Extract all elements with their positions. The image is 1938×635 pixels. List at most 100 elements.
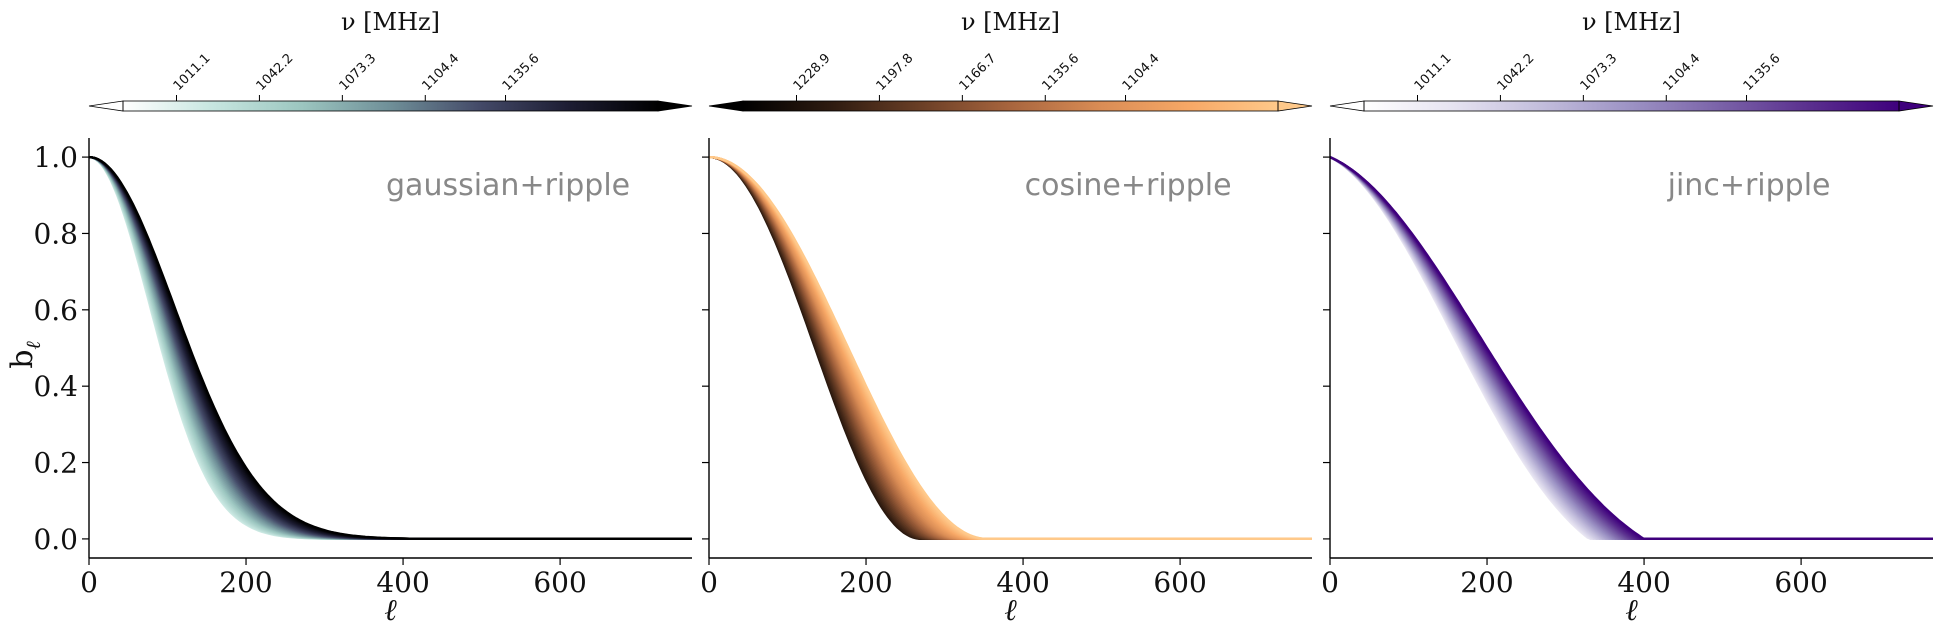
series-line: [708, 156, 1312, 540]
x-tick-label: 600: [533, 566, 586, 599]
series-line: [708, 156, 1312, 540]
series-line: [708, 156, 1312, 540]
series-line: [708, 156, 1312, 540]
x-tick-label: 400: [1617, 566, 1670, 599]
series-line: [1329, 156, 1933, 540]
series-line: [1329, 156, 1933, 540]
series-line: [1329, 156, 1933, 540]
series-line: [708, 156, 1312, 540]
x-axis-label: ℓ: [384, 593, 397, 628]
series-line: [708, 156, 1312, 540]
series-line: [708, 156, 1312, 540]
series-line: [708, 156, 1312, 540]
series-line: [708, 156, 1312, 540]
series-line: [1329, 156, 1933, 540]
x-tick-label: 400: [996, 566, 1049, 599]
x-tick-label: 200: [219, 566, 272, 599]
colorbar: 1011.1 1042.2 1073.3 1104.4 1135.6 ν [MHz]: [1329, 8, 1934, 112]
y-tick-label: 0.6: [33, 294, 78, 327]
x-tick-label: 600: [1774, 566, 1827, 599]
y-tick-label: 1.0: [33, 141, 78, 174]
colorbar-tick-label: 1104.4: [419, 51, 462, 94]
colorbar-tick-label: 1073.3: [337, 51, 380, 94]
colorbar-tick-label: 1104.4: [1660, 51, 1703, 94]
series-line: [708, 156, 1312, 540]
y-tick-label: 0.8: [33, 217, 78, 250]
y-tick-label: 0.0: [33, 523, 78, 556]
series-line: [1329, 156, 1933, 540]
x-tick-label: 0: [80, 566, 98, 599]
colorbar-body: [1364, 101, 1899, 111]
series-line: [1329, 156, 1933, 540]
series-line: [1329, 156, 1933, 540]
colorbar-body: [743, 101, 1278, 111]
panel-jinc: 0 200 400 600 ℓ jinc+ripple 1011.1 1042.2 1073.3…: [1321, 8, 1934, 628]
series-line: [1329, 156, 1933, 540]
curve-group: [708, 156, 1312, 540]
series-line: [708, 156, 1312, 540]
colorbar-extend-left: [1329, 100, 1365, 112]
y-tick-label: 0.4: [33, 370, 78, 403]
series-line: [1329, 156, 1933, 540]
colorbar-tick-label: 1135.6: [1039, 51, 1082, 94]
colorbar-extend-right: [1277, 100, 1313, 112]
colorbar-tick-label: 1197.8: [874, 51, 917, 94]
x-axis-label: ℓ: [1625, 593, 1638, 628]
series-line: [708, 156, 1312, 540]
x-tick-label: 0: [1321, 566, 1339, 599]
colorbar-tick-label: 1135.6: [1741, 51, 1784, 94]
y-axis-label: bℓ: [5, 341, 45, 369]
x-tick-label: 0: [700, 566, 718, 599]
colorbar-extend-left: [708, 100, 744, 112]
series-line: [708, 156, 1312, 540]
colorbar-tick-label: 1166.7: [957, 51, 1000, 94]
series-line: [708, 156, 1312, 540]
series-line: [708, 156, 1312, 540]
series-line: [708, 156, 1312, 540]
series-line: [1329, 156, 1933, 540]
series-line: [708, 156, 1312, 540]
series-line: [1329, 156, 1933, 540]
series-line: [708, 156, 1312, 540]
colorbar-frame: [122, 100, 659, 112]
series-line: [1329, 156, 1933, 540]
series-line: [1329, 156, 1933, 540]
colorbar-extend-right: [657, 100, 693, 112]
y-axis-label-sub: ℓ: [21, 341, 45, 350]
series-line: [708, 156, 1312, 540]
series-line: [708, 156, 1312, 540]
series-line: [1329, 156, 1933, 540]
series-line: [708, 156, 1312, 540]
series-line: [708, 156, 1312, 540]
panel-annotation: jinc+ripple: [1667, 168, 1831, 203]
series-line: [708, 156, 1312, 540]
colorbar-tick-label: 1011.1: [171, 51, 214, 94]
colorbar-title: ν [MHz]: [961, 8, 1060, 36]
series-line: [1329, 156, 1933, 540]
panels: 0.0 0.2 0.4 0.6 0.8 1.0 0 200 400 600 ℓ gaussian+ri…: [33, 8, 1934, 628]
x-tick-label: 200: [839, 566, 892, 599]
series-line: [708, 156, 1312, 540]
colorbar-tick-label: 1042.2: [254, 51, 297, 94]
x-tick-label: 200: [1460, 566, 1513, 599]
series-line: [1329, 156, 1933, 540]
series-line: [1329, 156, 1933, 540]
svg-text:bℓ: bℓ: [5, 341, 45, 369]
colorbar: 1011.1 1042.2 1073.3 1104.4 1135.6 ν [MHz]: [88, 8, 693, 112]
series-line: [708, 156, 1312, 540]
series-line: [1329, 156, 1933, 540]
series-line: [1329, 156, 1933, 540]
panel-cosine: 0 200 400 600 ℓ cosine+ripple 1228.9 1197.8 1166…: [700, 8, 1313, 628]
colorbar-extend-right: [1898, 100, 1934, 112]
colorbar-tick-label: 1011.1: [1412, 51, 1455, 94]
series-line: [1329, 156, 1933, 540]
series-line: [708, 156, 1312, 540]
series-line: [1329, 156, 1933, 540]
series-line: [708, 156, 1312, 540]
series-line: [1329, 156, 1933, 540]
colorbar-tick-label: 1228.9: [791, 51, 834, 94]
colorbar-tick-label: 1135.6: [500, 51, 543, 94]
panel-annotation: cosine+ripple: [1025, 168, 1232, 203]
colorbar-tick-label: 1104.4: [1120, 51, 1163, 94]
x-tick-label: 400: [376, 566, 429, 599]
